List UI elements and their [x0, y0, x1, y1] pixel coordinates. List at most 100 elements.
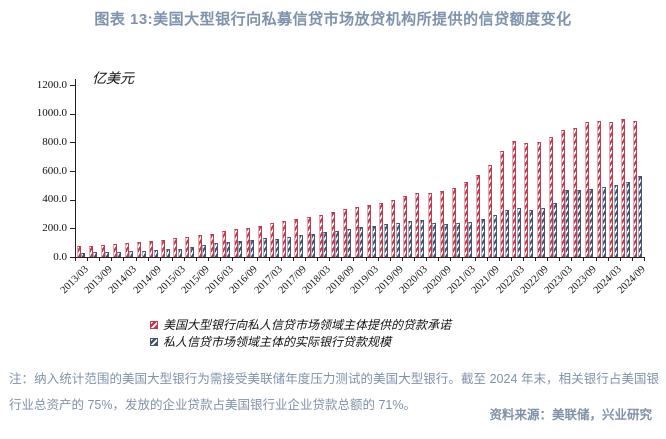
y-axis-tick	[70, 142, 75, 144]
x-axis-tick	[377, 258, 379, 262]
bar-commitment	[185, 236, 190, 257]
y-axis-unit-label: 亿美元	[92, 72, 134, 87]
bar-commitment	[427, 193, 432, 257]
bar-commitment	[451, 188, 456, 257]
x-axis-tick	[220, 258, 222, 262]
bar-actual-loan	[117, 251, 122, 257]
bar-commitment	[633, 120, 638, 257]
bar-actual-loan	[177, 248, 182, 257]
y-axis-tick	[70, 113, 75, 115]
bar-commitment	[609, 121, 614, 257]
bar-actual-loan	[468, 221, 473, 257]
bar-commitment	[112, 243, 117, 257]
legend-label-commitments: 美国大型银行向私人信贷市场领域主体提供的贷款承诺	[163, 318, 452, 332]
x-axis-tick	[111, 258, 113, 262]
bar-actual-loan	[565, 190, 570, 257]
x-axis-tick	[135, 258, 137, 262]
bar-actual-loan	[553, 202, 558, 257]
x-axis-tick	[450, 258, 452, 262]
x-axis-tick	[244, 258, 246, 262]
bar-actual-loan	[238, 240, 243, 257]
x-axis-tick	[171, 258, 173, 262]
x-axis-tick	[583, 258, 585, 262]
bar-actual-loan	[202, 244, 207, 257]
x-axis-tick	[75, 258, 76, 262]
bar-commitment	[209, 233, 214, 257]
x-axis-tick	[413, 258, 415, 262]
bar-actual-loan	[250, 239, 255, 257]
x-axis-tick	[510, 258, 512, 262]
bar-actual-loan	[286, 236, 291, 257]
x-axis-tick	[159, 258, 161, 262]
legend: 美国大型银行向私人信贷市场领域主体提供的贷款承诺 私人信贷市场领域主体的实际银行…	[150, 316, 451, 350]
bar-actual-loan	[335, 230, 340, 257]
x-axis-tick	[535, 258, 537, 262]
x-axis-tick	[644, 258, 645, 262]
bar-commitment	[233, 229, 238, 257]
x-axis-tick	[147, 258, 149, 262]
bar-commitment	[282, 221, 287, 257]
x-axis-tick	[438, 258, 440, 262]
y-axis-tick-label: 1200.0	[36, 78, 67, 91]
bar-actual-loan	[637, 176, 642, 257]
x-axis-tick	[305, 258, 307, 262]
x-axis-tick	[619, 258, 621, 262]
chart-title: 图表 13:美国大型银行向私募信贷市场放贷机构所提供的信贷额度变化	[94, 11, 572, 28]
x-axis-tick	[292, 258, 294, 262]
bar-commitment	[294, 219, 299, 257]
x-axis-tick	[123, 258, 125, 262]
x-axis-tick	[571, 258, 573, 262]
x-axis-tick	[329, 258, 331, 262]
bar-actual-loan	[395, 222, 400, 257]
bar-actual-loan	[613, 184, 618, 257]
bar-commitment	[524, 143, 529, 257]
bar-actual-loan	[528, 209, 533, 257]
bar-actual-loan	[153, 249, 158, 257]
bar-actual-loan	[226, 241, 231, 257]
x-axis-tick	[486, 258, 488, 262]
x-axis-tick	[232, 258, 234, 262]
bar-commitment	[621, 119, 626, 257]
bar-actual-loan	[444, 224, 449, 257]
bar-actual-loan	[93, 252, 98, 257]
bar-actual-loan	[274, 238, 279, 257]
x-axis-tick	[631, 258, 633, 262]
y-axis-tick-label: 200.0	[42, 221, 67, 234]
x-axis-tick	[208, 258, 210, 262]
bar-commitment	[403, 196, 408, 257]
bar-actual-loan	[141, 250, 146, 257]
x-axis-tick	[474, 258, 476, 262]
bar-commitment	[88, 245, 93, 257]
bar-commitment	[245, 227, 250, 257]
x-axis-tick	[607, 258, 609, 262]
footnote: 注：纳入统计范围的美国大型银行为需接受美联储年度压力测试的美国大型银行。截至 2…	[9, 372, 659, 412]
bar-commitment	[536, 141, 541, 257]
y-axis-tick	[70, 85, 75, 86]
bar-commitment	[270, 223, 275, 257]
bar-commitment	[318, 214, 323, 257]
legend-marker-commitments-icon	[150, 320, 158, 329]
x-axis-tick	[317, 258, 319, 262]
bar-actual-loan	[81, 252, 85, 257]
x-axis-tick	[341, 258, 343, 262]
bar-actual-loan	[214, 242, 219, 257]
bar-commitment	[173, 237, 178, 257]
y-axis-tick	[70, 257, 75, 258]
bar-actual-loan	[105, 252, 110, 257]
x-axis-tick	[547, 258, 549, 262]
bar-actual-loan	[492, 215, 497, 257]
bar-actual-loan	[419, 219, 424, 257]
x-axis-tick	[99, 258, 101, 262]
x-axis-tick	[87, 258, 89, 262]
x-axis-tick	[280, 258, 282, 262]
bar-actual-loan	[456, 223, 461, 257]
bar-actual-loan	[432, 222, 437, 257]
bar-actual-loan	[298, 235, 303, 257]
bar-actual-loan	[165, 249, 170, 257]
bar-commitment	[500, 150, 505, 257]
bar-commitment	[463, 182, 468, 257]
bar-commitment	[100, 244, 105, 257]
bar-actual-loan	[516, 208, 521, 257]
legend-item-commitments: 美国大型银行向私人信贷市场领域主体提供的贷款承诺	[150, 316, 451, 333]
